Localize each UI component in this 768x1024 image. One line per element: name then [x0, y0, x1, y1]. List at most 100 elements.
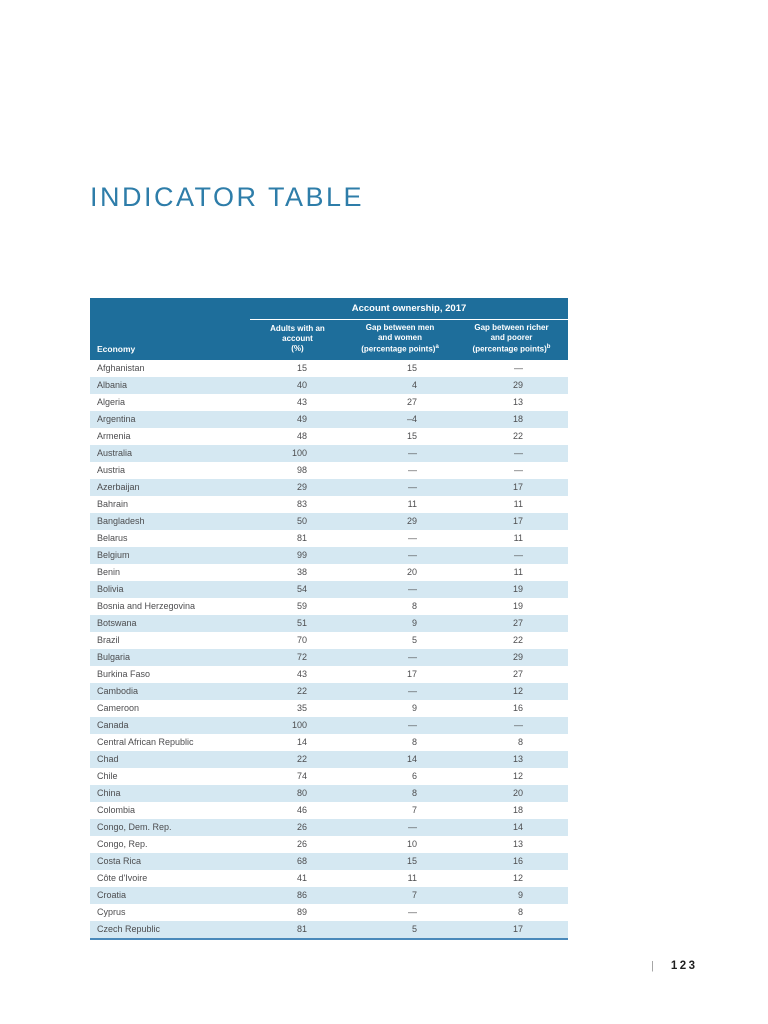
gap-men-women-cell: 17	[406, 669, 417, 680]
account-cell: 100	[291, 448, 307, 459]
gap-men-women-cell: 11	[407, 873, 417, 884]
table-row: Canada 100 — —	[90, 716, 568, 734]
gap-rich-poor-cell: 13	[512, 839, 523, 850]
economy-cell: Albania	[97, 380, 128, 391]
table-row: Cyprus 89 — 8	[90, 904, 568, 921]
table-row: Central African Republic 14 8 8	[90, 734, 568, 751]
gap-rich-poor-cell: 17	[512, 516, 523, 527]
economy-cell: Chad	[97, 754, 119, 765]
page-number: 123	[670, 960, 698, 972]
account-cell: 49	[296, 414, 307, 425]
table-row: Botswana 51 9 27	[90, 614, 568, 632]
gap-rich-poor-cell: 8	[517, 737, 523, 748]
economy-cell: Bulgaria	[97, 652, 131, 663]
table-header: Account ownership, 2017 Economy Adults w…	[90, 298, 568, 360]
economy-cell: Benin	[97, 567, 121, 578]
account-cell: 89	[296, 907, 307, 918]
gap-rich-poor-cell: 12	[512, 686, 523, 697]
economy-cell: Armenia	[97, 431, 131, 442]
gap-rich-poor-cell: —	[514, 363, 523, 374]
gap-men-women-cell: 5	[411, 924, 417, 935]
account-cell: 46	[296, 805, 307, 816]
gap-men-women-cell: 5	[411, 635, 417, 646]
economy-cell: Congo, Rep.	[97, 839, 148, 850]
account-cell: 54	[296, 584, 307, 595]
column-header-account: Adults with an account (%)	[270, 323, 325, 354]
gap-men-women-cell: 11	[407, 499, 417, 510]
table-row: Chile 74 6 12	[90, 768, 568, 785]
gap-rich-poor-cell: 18	[512, 805, 523, 816]
gap-men-women-cell: 6	[411, 771, 417, 782]
gap-men-women-cell: 10	[406, 839, 417, 850]
table-row: Australia 100 — —	[90, 444, 568, 462]
account-cell: 48	[296, 431, 307, 442]
account-cell: 29	[296, 482, 307, 493]
gap-men-women-cell: 15	[406, 363, 417, 374]
account-cell: 43	[296, 397, 307, 408]
account-cell: 100	[291, 720, 307, 731]
economy-cell: Burkina Faso	[97, 669, 151, 680]
table-row: China 80 8 20	[90, 784, 568, 802]
account-cell: 22	[296, 686, 307, 697]
gap-rich-poor-cell: 19	[512, 601, 523, 612]
economy-cell: Cyprus	[97, 907, 126, 918]
table-row: Belarus 81 — 11	[90, 530, 568, 547]
table-row: Congo, Dem. Rep. 26 — 14	[90, 818, 568, 836]
economy-cell: China	[97, 788, 121, 799]
account-cell: 40	[296, 380, 307, 391]
gap-rich-poor-cell: 22	[512, 431, 523, 442]
account-cell: 50	[296, 516, 307, 527]
table-row: Benin 38 20 11	[90, 564, 568, 581]
account-cell: 43	[296, 669, 307, 680]
account-cell: 41	[296, 873, 307, 884]
gap-rich-poor-cell: 22	[512, 635, 523, 646]
table-row: Burkina Faso 43 17 27	[90, 666, 568, 683]
gap-men-women-cell: 8	[411, 601, 417, 612]
account-cell: 26	[296, 839, 307, 850]
gap-men-women-cell: 8	[411, 737, 417, 748]
column-header-economy: Economy	[97, 343, 136, 354]
gap-rich-poor-cell: —	[514, 550, 523, 561]
economy-cell: Côte d'Ivoire	[97, 873, 148, 884]
gap-men-women-cell: 8	[411, 788, 417, 799]
account-cell: 68	[296, 856, 307, 867]
economy-cell: Algeria	[97, 397, 126, 408]
gap-rich-poor-cell: 11	[513, 499, 523, 510]
table-row: Albania 40 4 29	[90, 376, 568, 394]
group-header-row: Account ownership, 2017	[90, 298, 568, 320]
account-cell: 98	[296, 465, 307, 476]
gap-rich-poor-cell: —	[514, 720, 523, 731]
gap-rich-poor-cell: 18	[512, 414, 523, 425]
table-row: Chad 22 14 13	[90, 750, 568, 768]
column-header-gap-richer-poorer: Gap between richer and poorer (percentag…	[472, 323, 551, 354]
account-cell: 80	[296, 788, 307, 799]
gap-rich-poor-cell: 20	[512, 788, 523, 799]
economy-cell: Czech Republic	[97, 924, 161, 935]
economy-cell: Belgium	[97, 550, 130, 561]
table-row: Cambodia 22 — 12	[90, 682, 568, 700]
table-body: Afghanistan 15 15 — Albania 40 4 29 Alge…	[90, 360, 568, 940]
account-cell: 83	[296, 499, 307, 510]
table-row: Cameroon 35 9 16	[90, 700, 568, 717]
gap-men-women-cell: 14	[406, 754, 417, 765]
gap-men-women-cell: 29	[406, 516, 417, 527]
gap-rich-poor-cell: 16	[512, 703, 523, 714]
table-row: Bangladesh 50 29 17	[90, 512, 568, 530]
economy-cell: Colombia	[97, 805, 136, 816]
gap-rich-poor-cell: 17	[512, 482, 523, 493]
economy-cell: Australia	[97, 448, 133, 459]
gap-rich-poor-cell: 19	[512, 584, 523, 595]
gap-men-women-cell: 9	[411, 703, 417, 714]
table-row: Argentina 49 –4 18	[90, 410, 568, 428]
page-title: INDICATOR TABLE	[90, 182, 365, 212]
gap-men-women-cell: —	[408, 465, 417, 476]
table-row: Bolivia 54 — 19	[90, 580, 568, 598]
gap-rich-poor-cell: —	[514, 465, 523, 476]
gap-men-women-cell: —	[408, 822, 417, 833]
gap-men-women-cell: —	[408, 448, 417, 459]
table-row: Colombia 46 7 18	[90, 802, 568, 819]
footnote-b-marker: b	[546, 343, 551, 350]
table-row: Belgium 99 — —	[90, 546, 568, 564]
gap-men-women-cell: 27	[406, 397, 417, 408]
column-header-gap-men-women: Gap between men and women (percentage po…	[361, 323, 439, 354]
